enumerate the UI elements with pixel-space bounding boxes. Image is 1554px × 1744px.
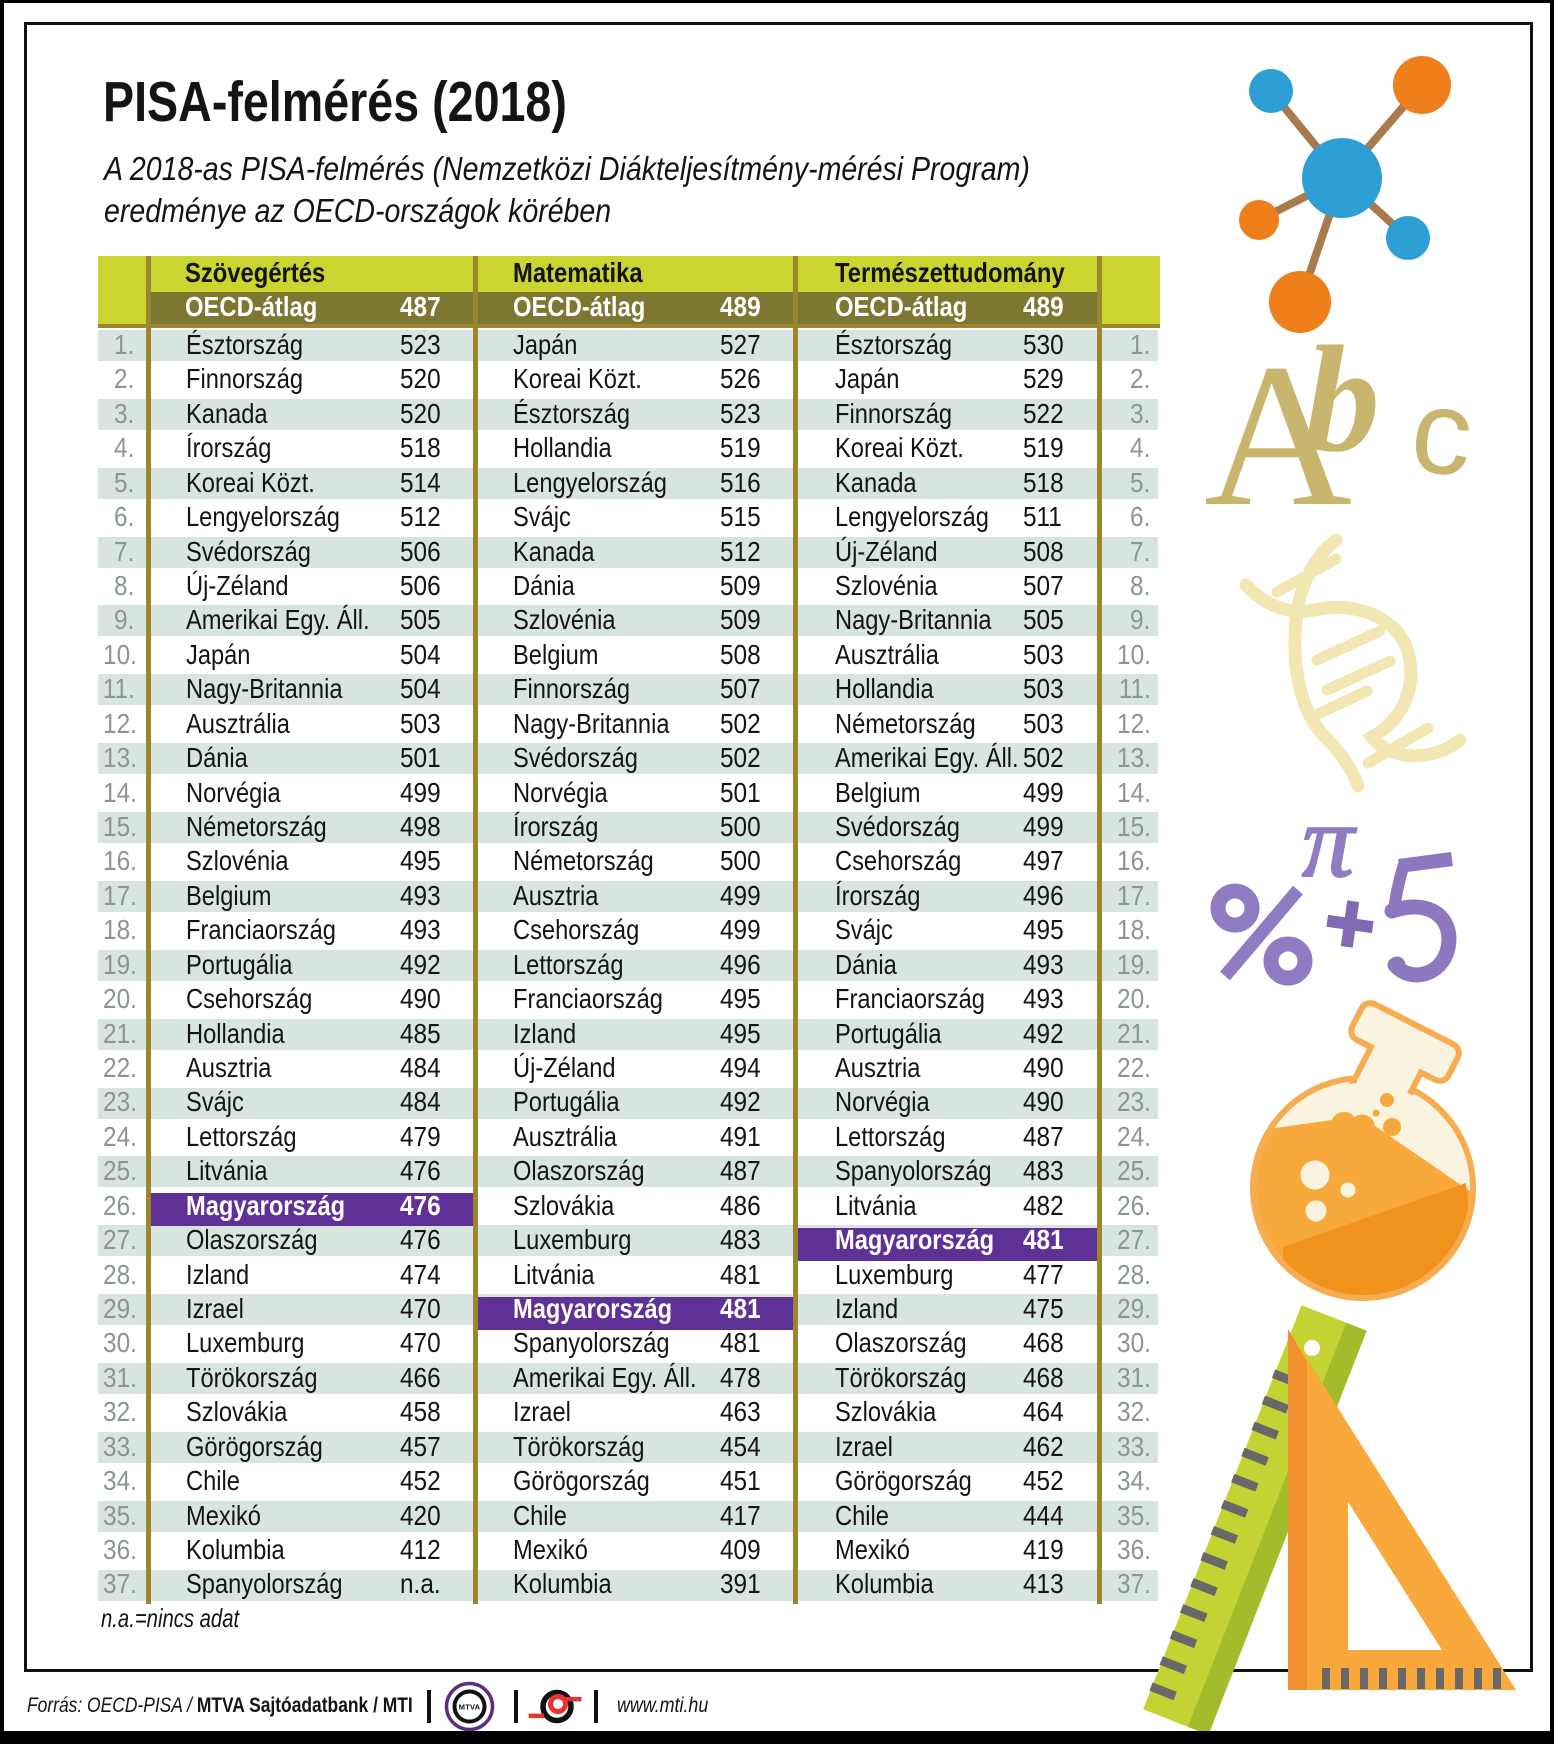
svg-text:π: π [1302, 784, 1357, 899]
svg-text:b: b [1304, 315, 1380, 483]
svg-text:c: c [1405, 363, 1479, 503]
svg-text:A: A [1204, 322, 1352, 549]
svg-text:MTVA: MTVA [459, 1703, 481, 1712]
